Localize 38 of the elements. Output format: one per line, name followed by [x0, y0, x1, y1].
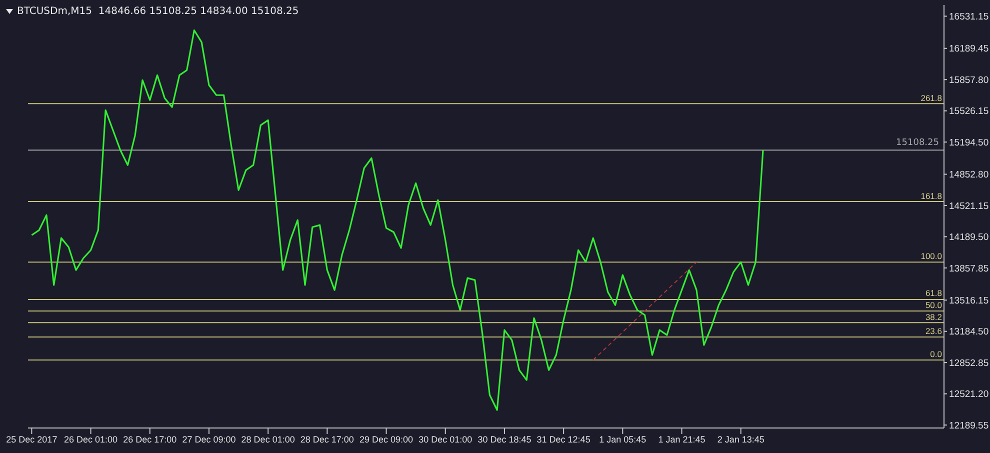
annotation: 100.0 — [920, 251, 942, 262]
x-tick-label: 30 Dec 01:00 — [418, 434, 472, 444]
x-tick-label: 29 Dec 09:00 — [360, 434, 414, 444]
x-tick-label: 1 Jan 21:45 — [658, 434, 706, 444]
y-tick-label: 15526.15 — [949, 106, 989, 118]
annotation: 50.0 — [925, 300, 942, 310]
annotation: 161.8 — [920, 190, 942, 201]
y-tick-label: 12521.20 — [949, 389, 989, 400]
x-tick-label: 31 Dec 12:45 — [536, 434, 590, 444]
y-tick-label: 15857.80 — [949, 74, 989, 86]
y-tick-label: 14521.15 — [949, 200, 989, 212]
y-tick-label: 13857.85 — [949, 263, 989, 274]
x-tick-label: 28 Dec 17:00 — [300, 434, 354, 444]
y-tick-label: 14189.50 — [949, 232, 989, 244]
x-tick-label: 28 Dec 01:00 — [241, 434, 295, 444]
ref-line-label: 15108.25 — [896, 138, 939, 148]
annotation: 23.6 — [925, 326, 942, 336]
chart-title: BTCUSDm,M15 14846.66 15108.25 14834.00 15108.25 — [17, 6, 299, 17]
x-tick-label: 26 Dec 17:00 — [123, 434, 177, 444]
annotation: 38.2 — [925, 312, 942, 322]
x-tick-label: 27 Dec 09:00 — [182, 434, 236, 444]
x-tick-label: 30 Dec 18:45 — [478, 434, 532, 444]
x-tick-label: 2 Jan 13:45 — [717, 434, 764, 444]
line-series — [30, 29, 764, 411]
annotation: 0.0 — [930, 349, 942, 359]
y-tick-label: 14852.80 — [949, 170, 989, 181]
annotation: 261.8 — [920, 92, 942, 103]
y-tick-label: 15194.50 — [949, 137, 989, 148]
y-tick-label: 12189.55 — [949, 420, 989, 432]
y-tick-label: 13516.15 — [949, 295, 989, 306]
y-tick-label: 12852.85 — [949, 358, 989, 369]
x-tick-label: 1 Jan 05:45 — [599, 434, 646, 444]
y-tick-label: 16531.15 — [949, 12, 989, 23]
x-tick-label: 26 Dec 01:00 — [64, 434, 118, 444]
y-tick-label: 13184.50 — [949, 326, 989, 338]
annotation: 61.8 — [925, 288, 942, 298]
x-tick-label: 25 Dec 2017 — [6, 434, 58, 444]
y-tick-label: 16189.45 — [949, 44, 989, 55]
